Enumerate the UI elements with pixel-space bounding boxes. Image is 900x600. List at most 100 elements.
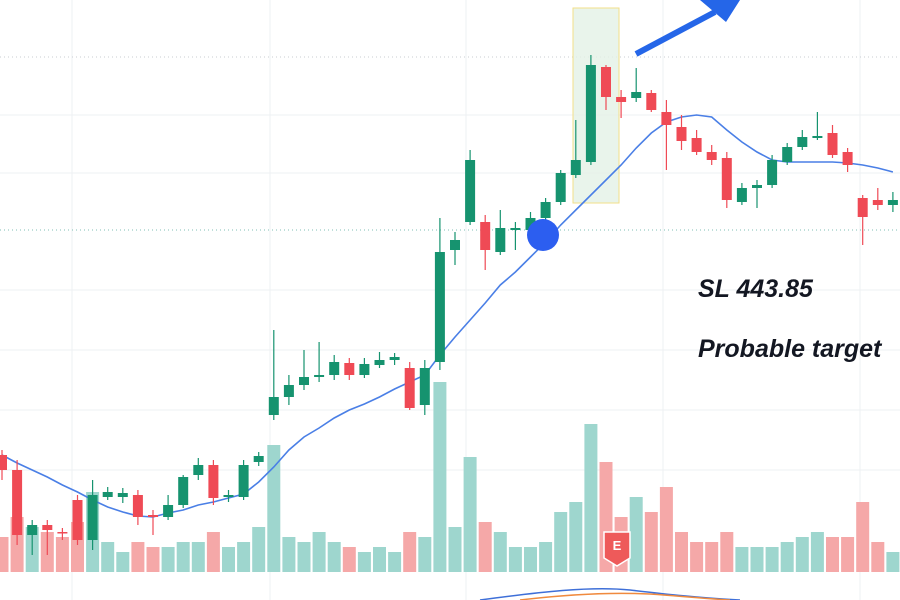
candle-body	[238, 465, 249, 497]
volume-bar	[342, 547, 356, 572]
volume-bar	[584, 424, 598, 572]
volume-bar	[644, 512, 658, 572]
volume-bar	[705, 542, 719, 572]
candle-body	[208, 465, 219, 498]
candle-body	[601, 67, 611, 97]
candle-body	[465, 160, 476, 222]
candle-body	[495, 228, 506, 252]
candle-body	[661, 112, 672, 125]
volume-bar	[327, 542, 341, 572]
candle-body	[691, 138, 702, 152]
candle-body	[72, 500, 83, 540]
signal-dot	[527, 219, 559, 251]
volume-bar	[795, 537, 809, 572]
volume-bar	[403, 532, 417, 572]
volume-bar	[433, 382, 447, 572]
candle-body	[631, 92, 642, 98]
candle-body	[736, 188, 747, 202]
ma-layer	[1, 114, 894, 518]
volume-bar	[206, 532, 220, 572]
candle-body	[193, 465, 204, 475]
candle-body	[646, 93, 657, 110]
volume-bar	[267, 445, 281, 572]
candle-body	[223, 495, 234, 497]
candle-body	[314, 375, 325, 377]
volume-bar	[826, 537, 839, 572]
candle-body	[480, 222, 491, 250]
volume-bar	[176, 542, 190, 572]
volume-bar	[282, 537, 296, 572]
candle-body	[827, 133, 838, 155]
candle-body	[87, 495, 98, 540]
candle-body	[706, 152, 717, 160]
volume-bar	[55, 537, 69, 572]
candle-body	[268, 397, 279, 415]
volume-bar	[508, 547, 522, 572]
candle-body	[148, 515, 158, 517]
volume-bar	[675, 532, 688, 572]
volume-bar	[388, 552, 402, 572]
oscillator-signal	[519, 592, 731, 600]
candle-body	[616, 97, 627, 102]
candle-body	[117, 493, 128, 497]
volume-bar	[312, 532, 326, 572]
candle-body	[767, 160, 778, 185]
candle-body	[359, 364, 370, 375]
candle-body	[857, 198, 868, 217]
annotation: SL 443.85	[698, 275, 814, 303]
volume-bar	[191, 542, 205, 572]
candle-body	[676, 127, 687, 141]
badge-shape	[603, 531, 631, 567]
candle-body	[540, 202, 551, 218]
candle-body	[570, 160, 581, 175]
volume-bar	[720, 532, 734, 572]
volume-bar	[841, 537, 855, 572]
volume-bar	[448, 527, 462, 572]
candle-body	[510, 228, 521, 230]
volume-bar	[297, 542, 311, 572]
volume-bar	[856, 502, 870, 572]
candle-body	[132, 495, 143, 517]
volume-bar	[810, 532, 824, 572]
volume-bar	[222, 547, 235, 572]
earnings-badge: E	[603, 531, 631, 567]
volume-bar	[0, 537, 9, 572]
candle-body	[0, 455, 7, 470]
candle-body	[389, 357, 400, 360]
volume-bar	[252, 527, 266, 572]
candle-body	[555, 173, 566, 202]
volume-bar	[871, 542, 885, 572]
badge-label: E	[613, 538, 622, 553]
candle-body	[721, 158, 732, 200]
moving-average	[1, 114, 894, 518]
volume-bar	[146, 547, 160, 572]
candle-body	[42, 525, 53, 530]
volume-bar	[373, 547, 386, 572]
volume-bar	[629, 497, 643, 572]
volume-bar	[539, 542, 553, 572]
volume-bar	[493, 532, 507, 572]
candle-body	[797, 137, 808, 147]
volume-bar	[101, 542, 115, 572]
overlay: E SL 443.85 Probable target	[479, 0, 883, 600]
candle-layer	[0, 55, 898, 555]
candle-body	[812, 136, 823, 138]
volume-bar	[357, 552, 371, 572]
candle-body	[374, 360, 385, 365]
volume-bar	[780, 542, 794, 572]
candle-body	[887, 200, 898, 205]
candle-body	[842, 152, 853, 165]
volume-bar	[765, 547, 779, 572]
candle-body	[329, 362, 340, 375]
volume-bar	[735, 547, 749, 572]
candle-body	[525, 218, 536, 230]
candle-body	[163, 505, 174, 517]
volume-bar	[237, 542, 251, 572]
volume-bar	[569, 502, 583, 572]
candle-body	[27, 525, 38, 535]
candle-body	[253, 456, 264, 462]
volume-bar	[116, 552, 130, 572]
candle-body	[57, 532, 68, 534]
